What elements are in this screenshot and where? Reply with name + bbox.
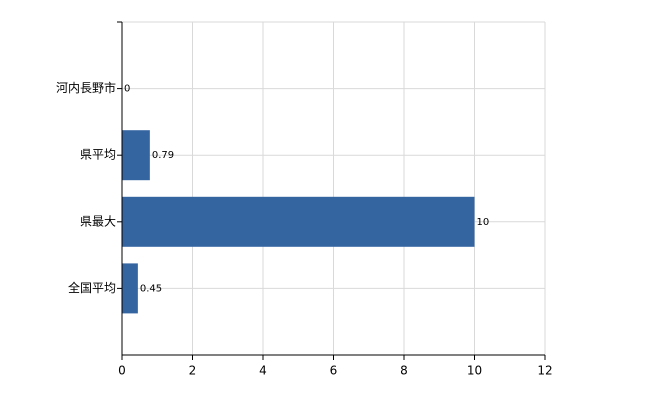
x-tick-label: 6: [330, 364, 338, 378]
x-tick-label: 8: [400, 364, 408, 378]
value-label: 0.45: [140, 283, 162, 294]
x-tick-label: 2: [189, 364, 197, 378]
bar: [122, 263, 138, 314]
x-tick-label: 10: [467, 364, 482, 378]
bar: [122, 196, 475, 247]
y-tick-label: 全国平均: [68, 280, 116, 295]
y-tick-label: 県平均: [80, 148, 116, 162]
value-label: 10: [477, 217, 490, 228]
x-tick-label: 12: [537, 364, 552, 378]
y-tick-label: 県最大: [80, 214, 116, 228]
value-label: 0: [124, 84, 130, 95]
value-label: 0.79: [152, 150, 174, 161]
y-tick-label: 河内長野市: [56, 80, 116, 95]
x-tick-label: 0: [118, 364, 126, 378]
x-tick-label: 4: [259, 364, 267, 378]
bar: [122, 130, 150, 181]
